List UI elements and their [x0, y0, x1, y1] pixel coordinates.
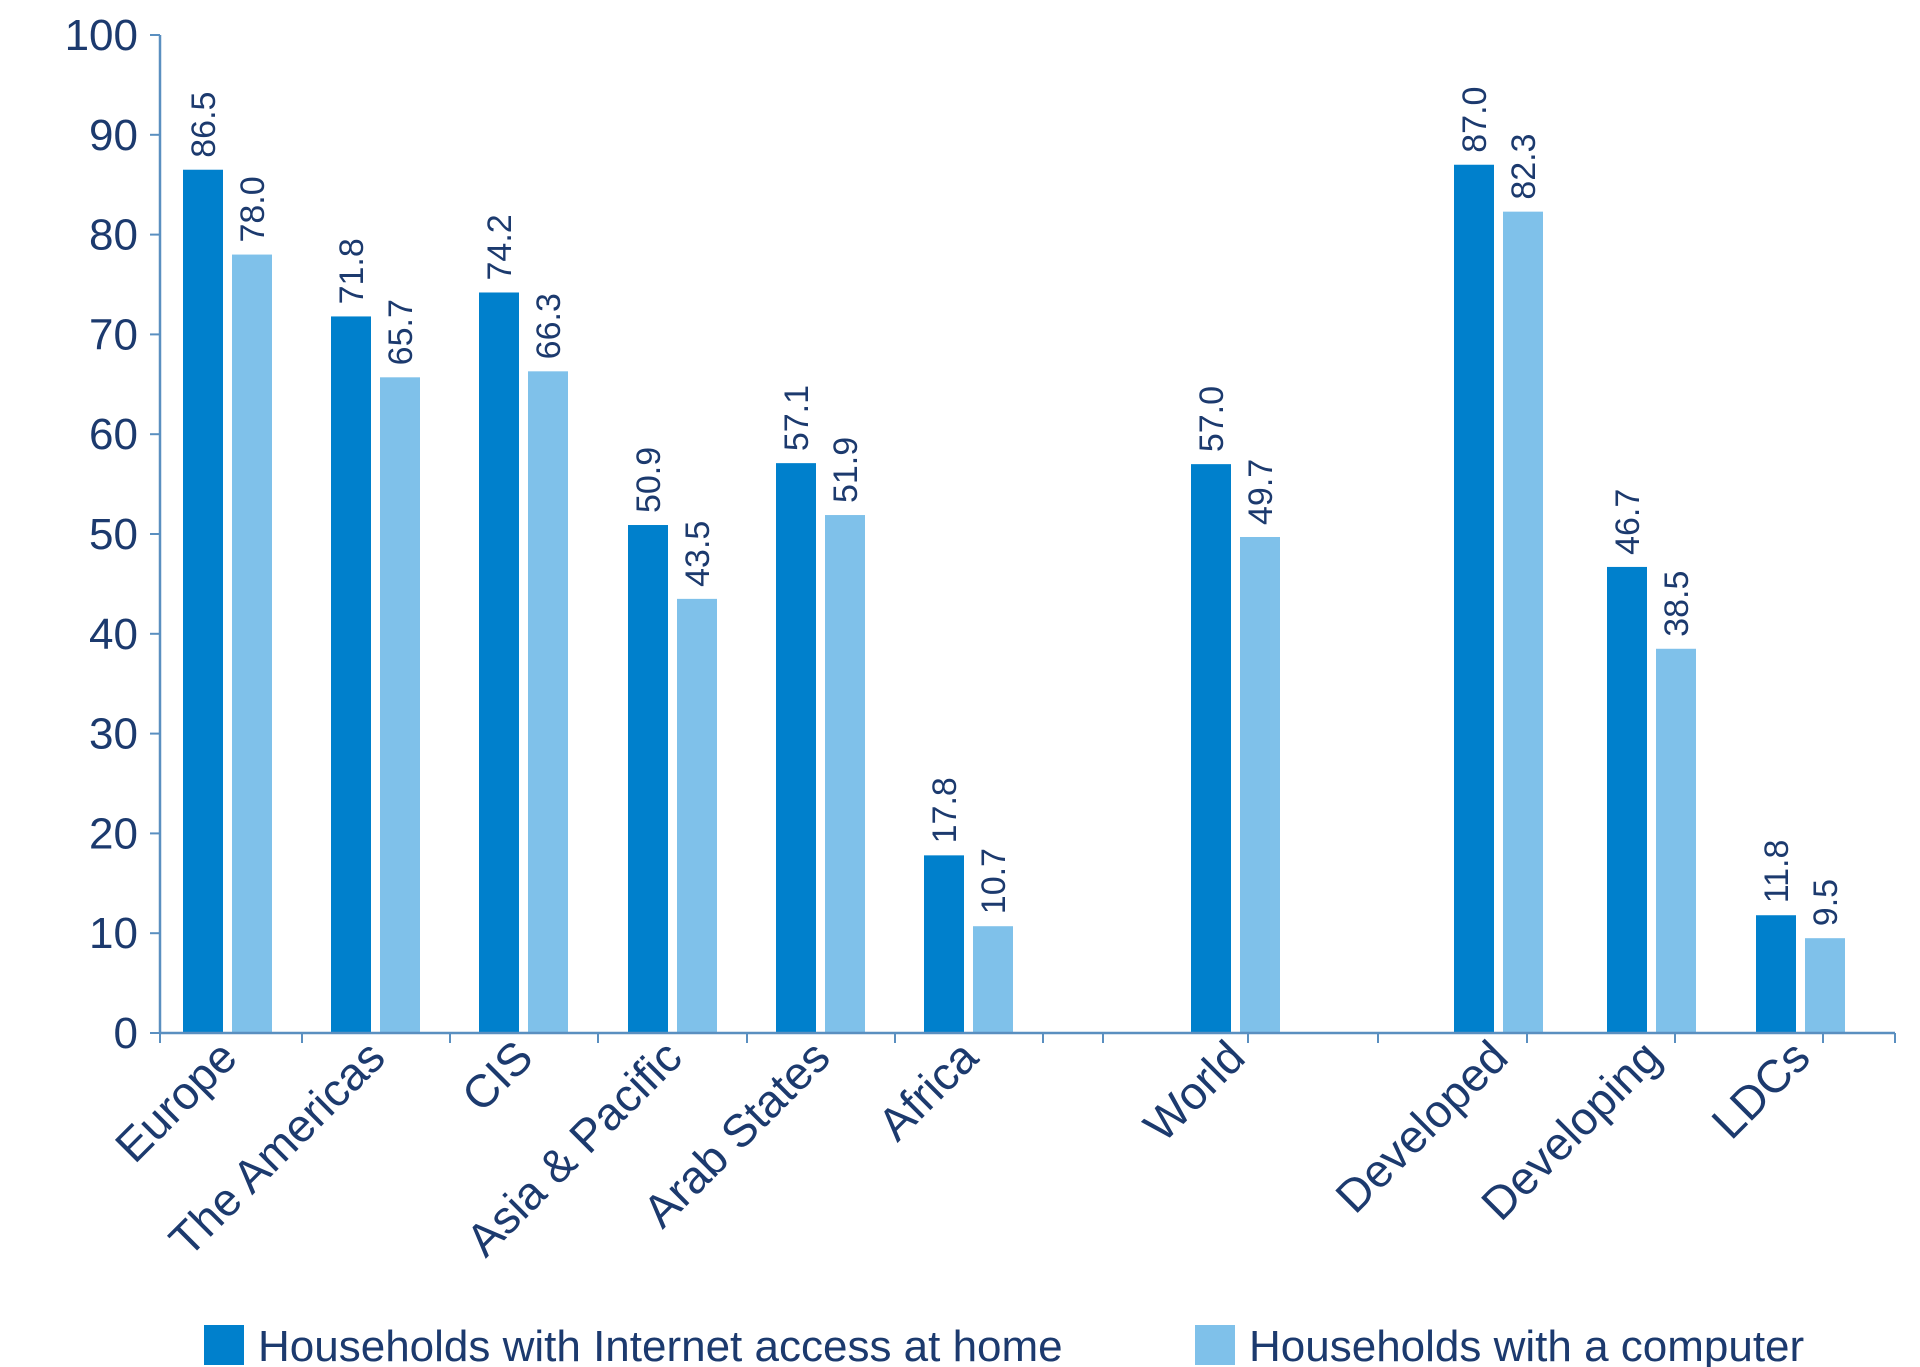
- bar: [1240, 536, 1280, 1033]
- bar: [1607, 566, 1647, 1033]
- bar: [924, 855, 964, 1033]
- data-label: 74.2: [481, 214, 519, 280]
- data-label: 57.0: [1193, 386, 1231, 452]
- legend-label: Households with a computer: [1249, 1322, 1804, 1367]
- y-tick-label: 100: [65, 11, 138, 60]
- data-label: 57.1: [778, 385, 816, 451]
- data-labels: 86.5 71.8 74.2 50.9 57.1 17.8 57.0 87.0 46.7 11.8…: [185, 87, 1845, 927]
- bar: [1454, 164, 1494, 1034]
- bars: [183, 164, 1845, 1034]
- y-tick-label: 0: [114, 1009, 138, 1058]
- legend-swatch: [1195, 1325, 1235, 1365]
- category-label: World: [1133, 1030, 1254, 1151]
- data-label: 11.8: [1758, 840, 1796, 904]
- data-label: 9.5: [1807, 879, 1845, 926]
- data-label: 49.7: [1242, 459, 1280, 525]
- data-label: 82.3: [1505, 133, 1543, 199]
- data-label: 78.0: [234, 176, 272, 242]
- data-label: 50.9: [630, 447, 668, 513]
- y-tick-label: 70: [89, 310, 138, 359]
- bar: [776, 463, 816, 1034]
- y-tick-label: 90: [89, 111, 138, 160]
- bar: [1191, 464, 1231, 1033]
- data-label: 87.0: [1456, 87, 1494, 153]
- bar: [1656, 648, 1696, 1033]
- y-axis-ticks: 0 10 20 30 40 50 60 70 80 90 100: [65, 11, 160, 1058]
- legend: Households with Internet access at home H…: [204, 1322, 1804, 1367]
- data-label: 10.7: [975, 848, 1013, 914]
- y-tick-label: 80: [89, 211, 138, 260]
- data-label: 71.8: [333, 238, 371, 304]
- data-label: 86.5: [185, 92, 223, 158]
- data-label: 66.3: [530, 293, 568, 359]
- bar: [1805, 938, 1845, 1033]
- bar: [825, 515, 865, 1033]
- data-label: 17.8: [926, 777, 964, 843]
- data-label: 65.7: [382, 299, 420, 365]
- bar: [677, 598, 717, 1033]
- y-tick-label: 40: [89, 610, 138, 659]
- axes: [158, 35, 1896, 1043]
- y-tick-label: 10: [89, 909, 138, 958]
- data-label: 43.5: [679, 521, 717, 587]
- data-label: 38.5: [1658, 571, 1696, 637]
- data-label: 46.7: [1609, 489, 1647, 555]
- bar: [380, 377, 420, 1034]
- bar: [183, 169, 223, 1034]
- category-label: LDCs: [1701, 1030, 1819, 1148]
- legend-swatch: [204, 1325, 244, 1365]
- bar: [528, 371, 568, 1033]
- category-label: CIS: [452, 1030, 543, 1121]
- y-tick-label: 60: [89, 410, 138, 459]
- legend-label: Households with Internet access at home: [258, 1322, 1063, 1367]
- bar: [1503, 211, 1543, 1033]
- y-tick-label: 20: [89, 809, 138, 858]
- bar: [628, 525, 668, 1033]
- category-label: Africa: [868, 1030, 988, 1150]
- bar: [973, 926, 1013, 1033]
- bar: [479, 292, 519, 1033]
- bar: [331, 316, 371, 1033]
- bar: [232, 254, 272, 1033]
- y-tick-label: 50: [89, 510, 138, 559]
- y-tick-label: 30: [89, 710, 138, 759]
- data-label: 51.9: [827, 437, 865, 503]
- bar: [1756, 915, 1796, 1033]
